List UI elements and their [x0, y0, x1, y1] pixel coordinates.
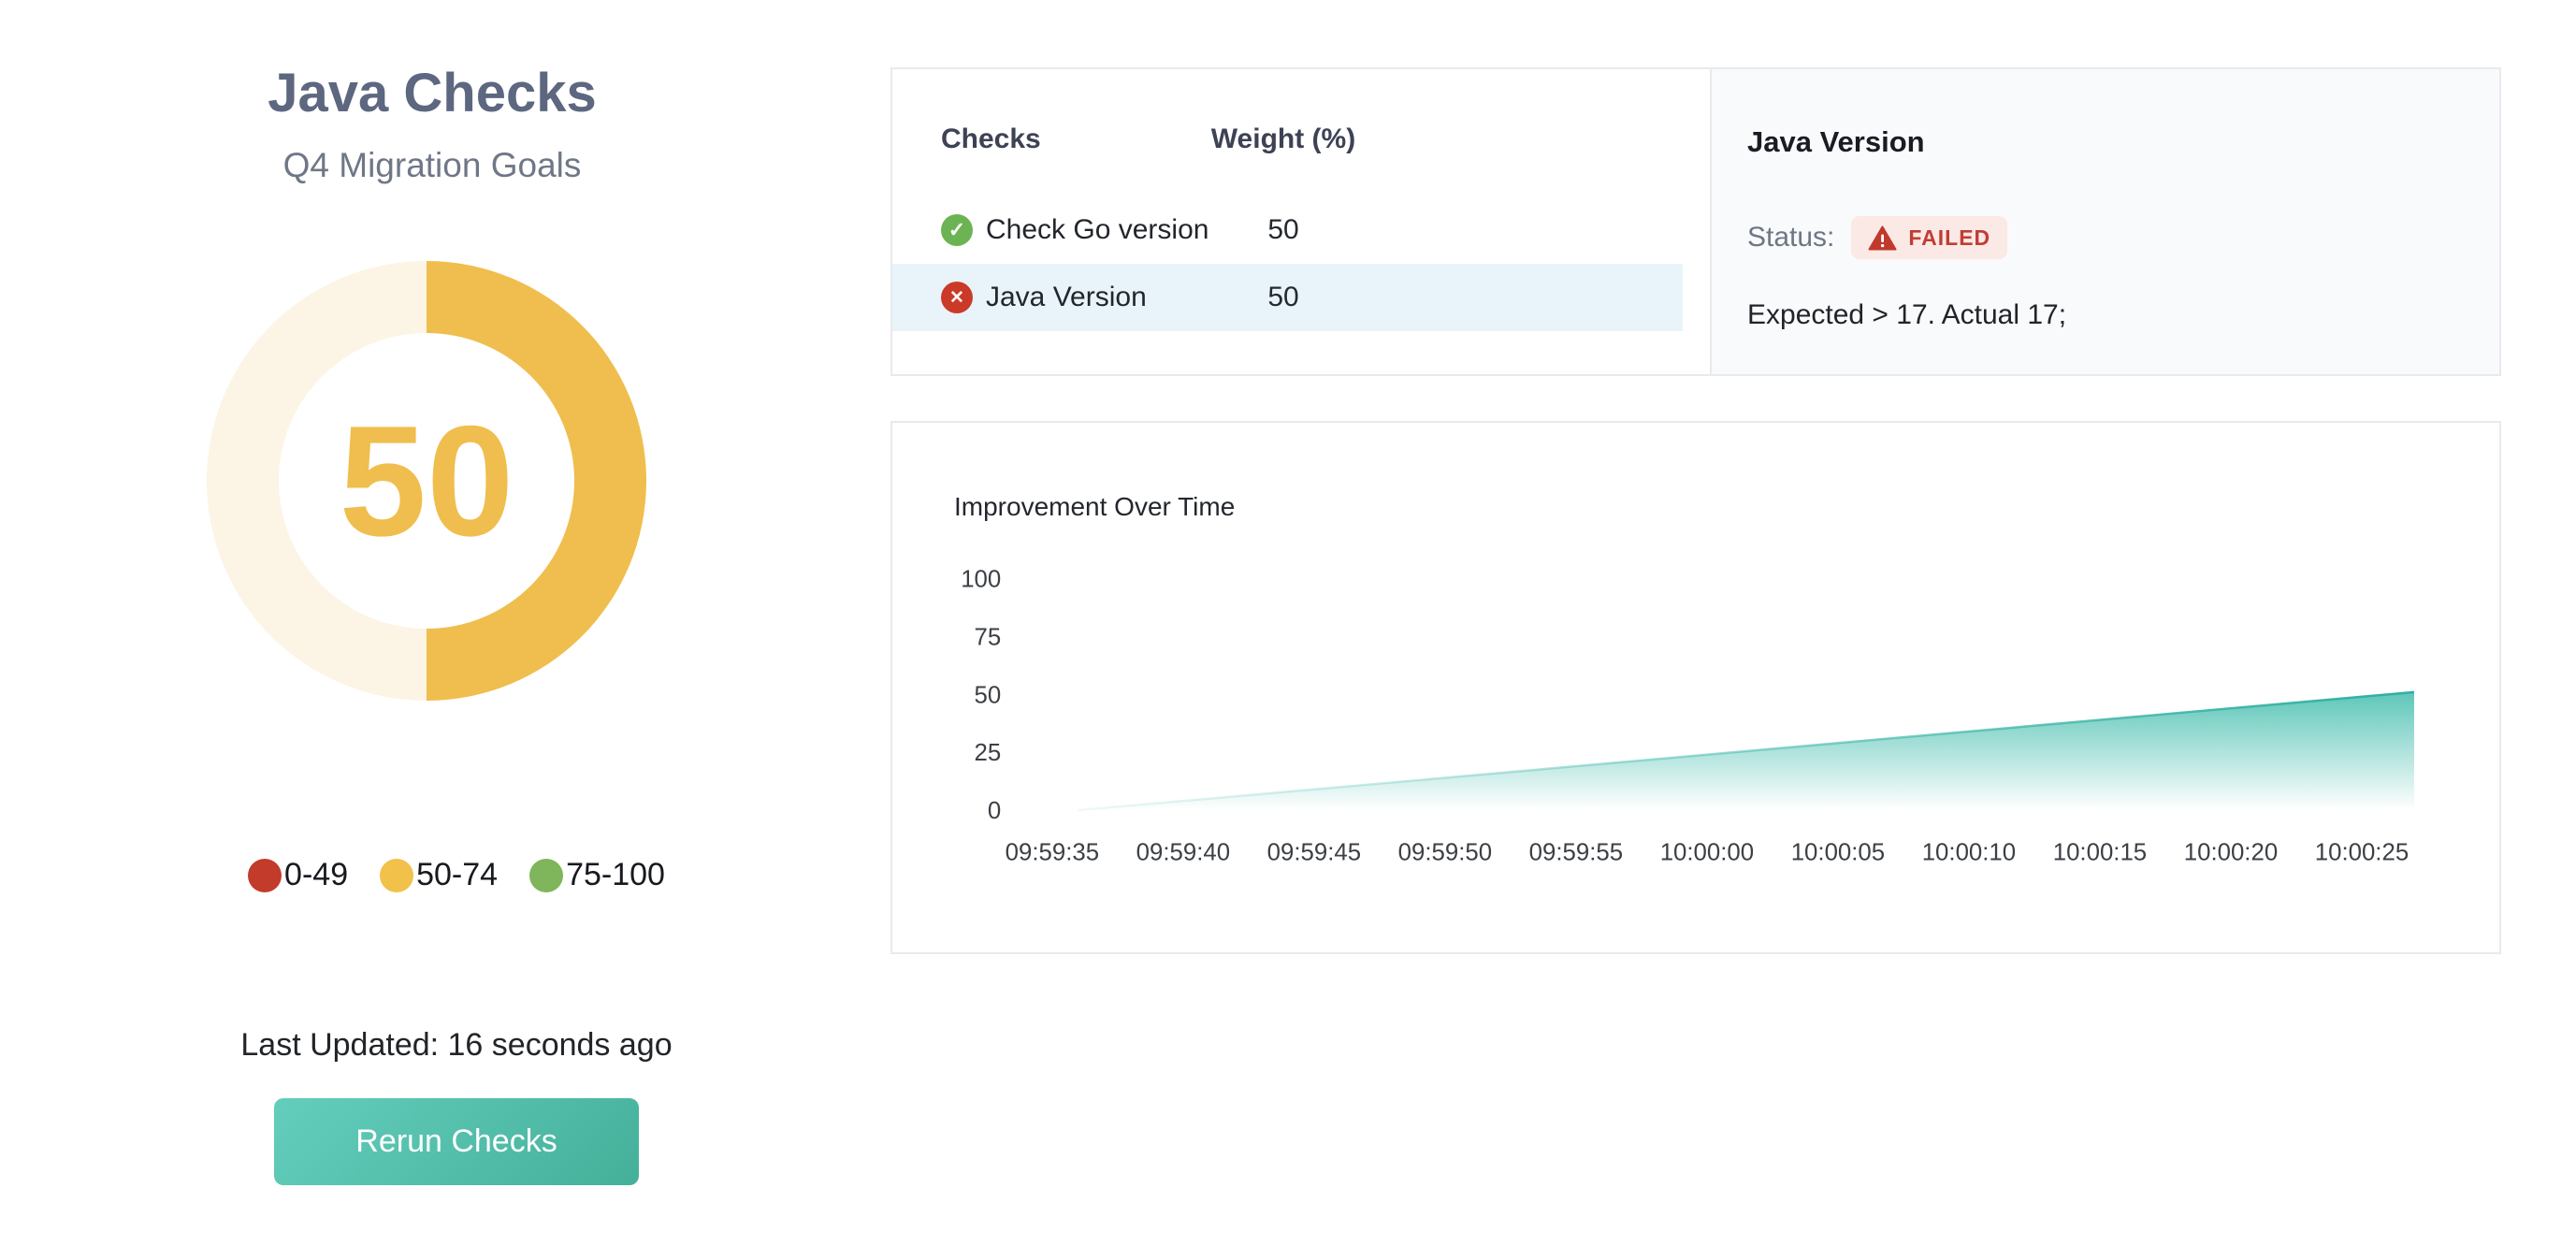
y-axis-tick: 0	[988, 798, 1001, 824]
check-name: Check Go version	[986, 214, 1209, 245]
x-axis-tick: 09:59:35	[1006, 840, 1099, 866]
x-axis-tick: 09:59:45	[1267, 840, 1361, 866]
legend-label-mid: 50-74	[416, 857, 499, 892]
score-value: 50	[339, 393, 514, 569]
improvement-area-series	[1078, 691, 2414, 811]
y-axis-tick: 75	[975, 624, 1002, 650]
check-weight: 50	[1267, 214, 1299, 245]
last-updated-text: Last Updated: 16 seconds ago	[240, 1027, 673, 1063]
x-axis-tick: 09:59:40	[1136, 840, 1230, 866]
checks-table-header: Checks Weight (%)	[892, 123, 1710, 155]
x-axis-tick: 09:59:55	[1529, 840, 1623, 866]
x-axis-tick: 10:00:15	[2053, 840, 2147, 866]
check-detail-panel: Java Version Status: FAILED Expected > 1…	[1710, 69, 2499, 374]
legend-label-high: 75-100	[566, 857, 665, 892]
checks-summary-panel: Checks Weight (%) Check Go version 50 Ja…	[890, 67, 2501, 376]
x-axis-tick: 10:00:10	[1922, 840, 2016, 866]
x-axis-tick: 10:00:25	[2315, 840, 2409, 866]
legend-dot-red	[248, 858, 282, 892]
score-donut: 50	[207, 261, 646, 701]
status-label: Status:	[1747, 222, 1835, 253]
improvement-line-series	[1078, 690, 2415, 812]
check-weight: 50	[1267, 282, 1299, 312]
improvement-chart-panel: Improvement Over Time 0 25 50 75 100 09:59:35…	[890, 421, 2501, 954]
status-row: Status: FAILED	[1747, 216, 2499, 259]
checks-column-header: Checks	[941, 123, 1041, 154]
x-axis-tick: 09:59:50	[1398, 840, 1492, 866]
y-axis-tick: 50	[975, 682, 1002, 708]
checks-table-body: Check Go version 50 Java Version 50	[892, 196, 1710, 331]
y-axis-tick: 25	[975, 740, 1002, 766]
status-badge-text: FAILED	[1908, 225, 1991, 250]
y-axis-tick: 100	[961, 567, 1001, 593]
legend-item-low: 0-49	[248, 857, 348, 893]
table-row-check-go-version[interactable]: Check Go version 50	[892, 196, 1683, 264]
score-donut-hole: 50	[279, 333, 574, 629]
score-legend: 0-49 50-74 75-100	[176, 857, 737, 893]
detail-title: Java Version	[1747, 125, 1925, 158]
x-axis-tick: 10:00:05	[1791, 840, 1885, 866]
x-axis-tick: 10:00:20	[2184, 840, 2278, 866]
weight-column-header: Weight (%)	[1210, 123, 1356, 154]
status-fail-icon	[941, 282, 973, 313]
table-row-java-version[interactable]: Java Version 50	[892, 264, 1683, 331]
page-title: Java Checks	[268, 63, 597, 123]
rerun-checks-button[interactable]: Rerun Checks	[274, 1098, 639, 1185]
legend-dot-yellow	[380, 858, 414, 892]
status-pass-icon	[941, 214, 973, 246]
legend-dot-green	[529, 858, 564, 892]
detail-message: Expected > 17. Actual 17;	[1747, 299, 2067, 330]
x-axis-tick: 10:00:00	[1660, 840, 1754, 866]
warning-icon	[1868, 225, 1897, 250]
legend-item-mid: 50-74	[380, 857, 498, 893]
legend-item-high: 75-100	[529, 857, 665, 893]
checks-table: Checks Weight (%) Check Go version 50 Ja…	[892, 69, 1710, 374]
check-name: Java Version	[986, 282, 1147, 312]
legend-label-low: 0-49	[284, 857, 349, 892]
page-subtitle: Q4 Migration Goals	[282, 146, 582, 184]
status-badge: FAILED	[1851, 216, 2008, 259]
chart-title: Improvement Over Time	[954, 492, 1236, 521]
improvement-area-chart: 0 25 50 75 100 09:59:35 09:59:40 09:59:45 09:59:…	[961, 567, 2415, 866]
